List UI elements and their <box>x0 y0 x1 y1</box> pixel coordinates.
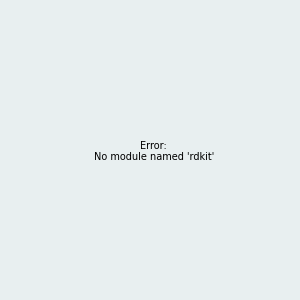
Text: Error:
No module named 'rdkit': Error: No module named 'rdkit' <box>94 141 214 162</box>
